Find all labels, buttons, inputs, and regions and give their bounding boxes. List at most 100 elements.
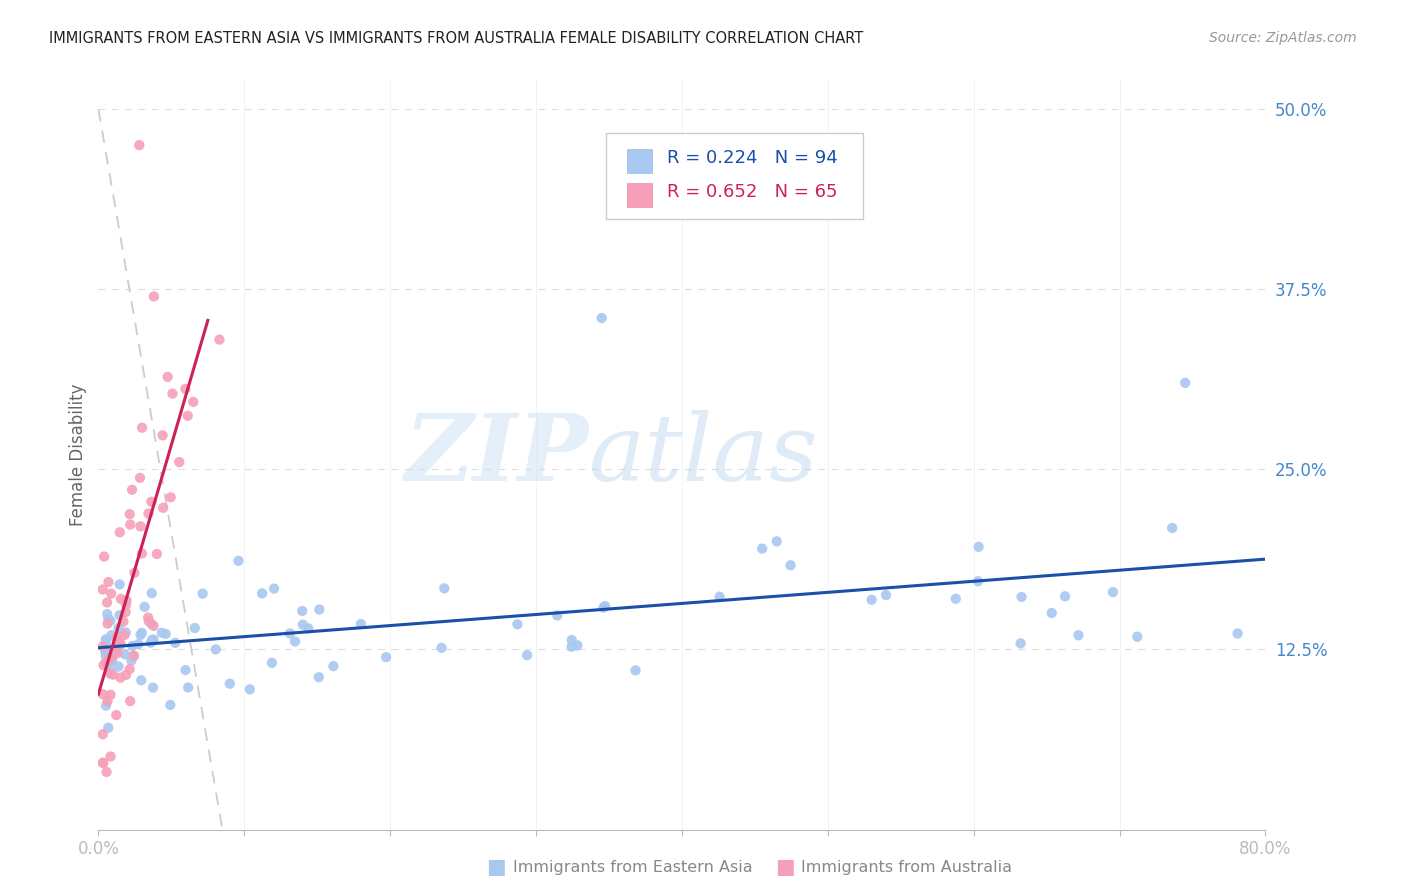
Point <box>118 662 141 676</box>
Point <box>150 625 173 640</box>
Point <box>97 651 120 665</box>
Point <box>104 643 127 657</box>
Point <box>136 610 159 624</box>
Point <box>322 659 344 673</box>
Point <box>122 648 145 663</box>
Point <box>100 688 122 702</box>
Point <box>159 491 181 505</box>
Point <box>709 590 731 604</box>
Text: Immigrants from Australia: Immigrants from Australia <box>801 860 1012 874</box>
Point <box>122 648 145 663</box>
Point <box>105 630 128 644</box>
Point <box>120 694 142 708</box>
Point <box>516 648 538 663</box>
Point <box>1054 589 1077 603</box>
Point <box>250 586 273 600</box>
Point <box>561 633 583 648</box>
Point <box>177 409 200 423</box>
Point <box>624 664 647 678</box>
Point <box>204 642 226 657</box>
Point <box>141 617 163 632</box>
Point <box>101 667 124 681</box>
Point <box>108 577 131 591</box>
Text: ■: ■ <box>486 857 506 877</box>
Point <box>1102 585 1125 599</box>
Text: ■: ■ <box>775 857 794 877</box>
Point <box>93 549 115 564</box>
Point <box>124 566 146 580</box>
Point <box>128 138 150 153</box>
Text: R = 0.652   N = 65: R = 0.652 N = 65 <box>666 183 837 201</box>
Point <box>1011 590 1033 604</box>
Point <box>94 655 117 669</box>
Point <box>1174 376 1197 390</box>
Point <box>91 582 114 597</box>
Point <box>120 517 142 532</box>
Point <box>105 646 128 660</box>
Point <box>91 756 114 770</box>
Point <box>875 588 897 602</box>
Point <box>592 600 614 615</box>
Point <box>112 615 135 629</box>
Point <box>567 639 589 653</box>
Point <box>138 507 160 521</box>
Point <box>100 628 122 642</box>
Point <box>138 615 160 629</box>
Point <box>593 599 616 613</box>
Point <box>263 582 285 596</box>
Point <box>94 698 117 713</box>
Point <box>308 670 330 684</box>
Point <box>107 621 129 635</box>
Point <box>97 721 120 735</box>
Point <box>142 289 165 303</box>
Point <box>139 635 162 649</box>
Point <box>779 558 801 573</box>
Point <box>308 602 330 616</box>
Point <box>96 607 118 621</box>
Point <box>98 614 121 628</box>
Point <box>174 663 197 677</box>
Point <box>967 574 990 589</box>
Point <box>94 636 117 650</box>
Point <box>1161 521 1184 535</box>
Point <box>115 668 138 682</box>
Point <box>142 619 165 633</box>
Text: atlas: atlas <box>589 410 818 500</box>
Point <box>181 395 204 409</box>
Point <box>159 698 181 712</box>
Point <box>134 599 156 614</box>
Point <box>375 650 398 665</box>
Point <box>129 519 152 533</box>
Point <box>129 628 152 642</box>
Point <box>191 587 214 601</box>
Point <box>114 605 136 619</box>
Point <box>110 671 132 685</box>
Point <box>94 645 117 659</box>
Point <box>120 653 142 667</box>
Point <box>141 586 163 600</box>
Point <box>105 708 128 723</box>
Point <box>142 681 165 695</box>
Point <box>141 494 163 508</box>
FancyBboxPatch shape <box>627 183 652 208</box>
Point <box>228 554 250 568</box>
Point <box>118 507 141 521</box>
Point <box>967 540 990 554</box>
Point <box>94 632 117 647</box>
Point <box>546 608 568 623</box>
Point <box>1010 636 1032 650</box>
Point <box>94 645 117 659</box>
Point <box>98 653 121 667</box>
Point <box>506 617 529 632</box>
Point <box>91 756 114 770</box>
Point <box>96 764 118 779</box>
Point <box>218 677 240 691</box>
Point <box>162 386 184 401</box>
Point <box>129 673 152 688</box>
Point <box>278 626 301 640</box>
Point <box>131 546 153 560</box>
Point <box>100 586 122 600</box>
Text: Source: ZipAtlas.com: Source: ZipAtlas.com <box>1209 31 1357 45</box>
Point <box>146 547 169 561</box>
Point <box>167 455 190 469</box>
